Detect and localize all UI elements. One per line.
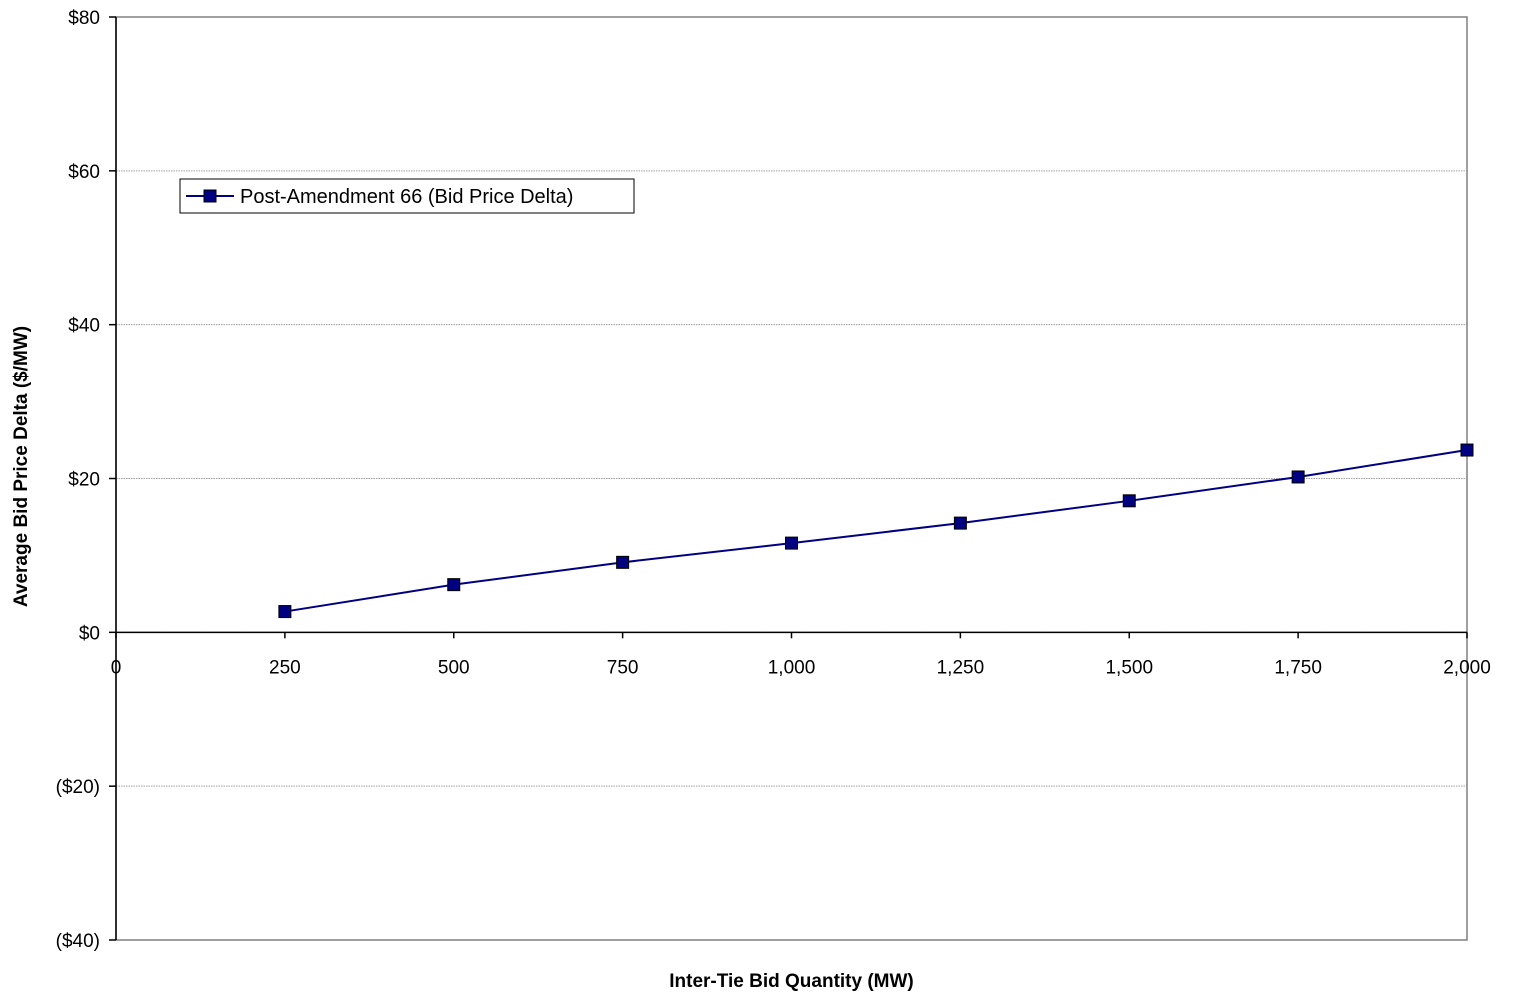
y-tick-label: ($40) (56, 931, 100, 952)
data-point (447, 578, 461, 592)
data-point (1460, 443, 1474, 457)
x-tick-label: 0 (111, 657, 122, 678)
data-point (953, 516, 967, 530)
x-tick-label: 2,000 (1443, 657, 1491, 678)
data-point (785, 536, 798, 550)
y-tick-label: ($20) (56, 777, 100, 798)
legend-box (179, 178, 635, 214)
y-axis-title: Average Bid Price Delta ($/MW) (11, 326, 32, 607)
y-tick-label: $20 (68, 470, 100, 491)
y-tick-label: $60 (68, 162, 100, 183)
data-point (278, 605, 292, 619)
y-tick-label: $40 (68, 316, 100, 337)
x-tick-label: 1,250 (937, 657, 985, 678)
x-tick-label: 250 (269, 657, 301, 678)
legend-marker-swatch (203, 189, 217, 203)
data-point (616, 555, 630, 569)
x-tick-label: 1,500 (1105, 657, 1153, 678)
legend: Post-Amendment 66 (Bid Price Delta) (179, 178, 635, 214)
y-tick-label: $0 (79, 623, 100, 644)
series-line (284, 449, 1468, 613)
data-point (1122, 494, 1136, 508)
x-tick-labels: 0 250 500 750 1,000 1,250 1,500 1,750 2,000 (111, 657, 1491, 678)
x-axis-title: Inter-Tie Bid Quantity (MW) (669, 971, 914, 992)
data-point (1291, 470, 1305, 484)
x-tick-label: 1,750 (1274, 657, 1322, 678)
axes (109, 16, 1468, 941)
x-tick-label: 750 (607, 657, 639, 678)
legend-entry: Post-Amendment 66 (Bid Price Delta) (240, 186, 573, 208)
series-layer (278, 443, 1474, 619)
x-tick-label: 1,000 (768, 657, 816, 678)
y-tick-label: $80 (68, 8, 100, 29)
x-tick-label: 500 (438, 657, 470, 678)
y-tick-labels: ($40) ($20) $0 $20 $40 $60 $80 (56, 8, 100, 952)
gridlines (116, 170, 1467, 787)
